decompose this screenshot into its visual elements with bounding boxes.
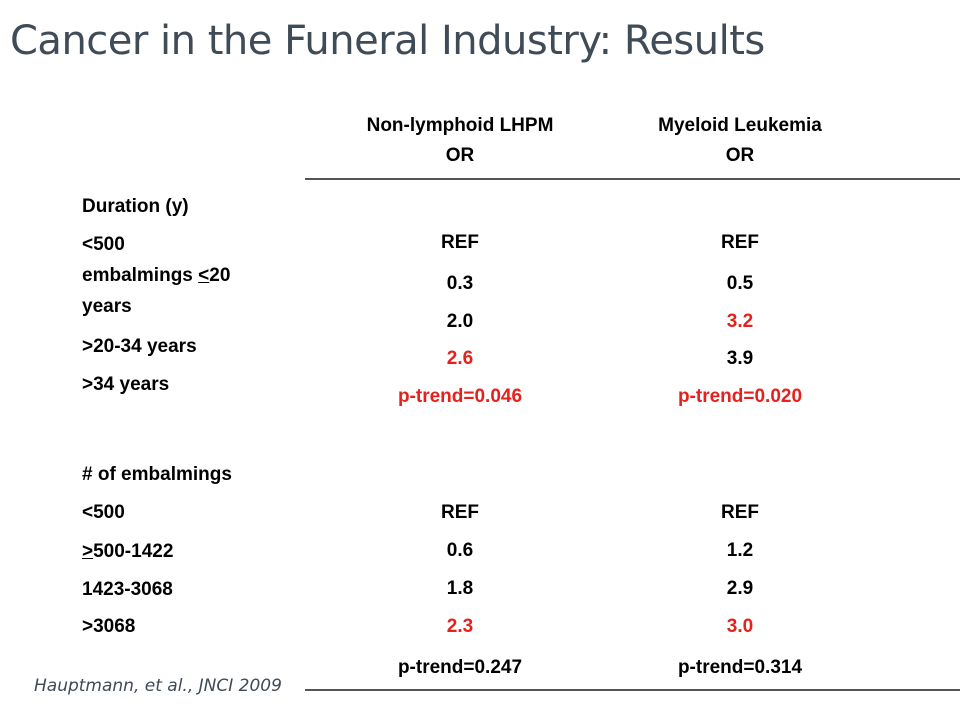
row-label: 1423-3068 <box>82 579 173 600</box>
cell: 2.9 <box>726 578 754 599</box>
bottom-rule <box>305 689 960 691</box>
section-heading: Duration (y) <box>82 196 189 217</box>
cell: REF <box>441 232 479 253</box>
column-header: Non-lymphoid LHPM OR <box>310 111 610 171</box>
column-sub: OR <box>725 145 755 166</box>
row-label: <500 embalmings <20 years <box>82 229 230 322</box>
cell: 1.2 <box>726 540 754 561</box>
slide-title: Cancer in the Funeral Industry: Results <box>10 18 765 64</box>
label-part: < <box>198 265 210 286</box>
cell: REF <box>721 502 759 523</box>
label-part: embalmings <box>82 265 199 286</box>
cell: p-trend=0.247 <box>397 657 523 678</box>
label-part: years <box>82 296 132 317</box>
label-part: > <box>82 541 94 562</box>
cell: REF <box>721 232 759 253</box>
label-part: 500-1422 <box>93 541 174 562</box>
cell: 0.5 <box>726 273 754 294</box>
citation: Hauptmann, et al., JNCI 2009 <box>34 676 282 696</box>
cell: 3.0 <box>726 616 754 637</box>
cell: 3.2 <box>726 311 754 332</box>
cell: REF <box>441 502 479 523</box>
column-sub: OR <box>445 145 475 166</box>
row-label: >20-34 years <box>82 336 197 357</box>
cell: 2.3 <box>446 616 474 637</box>
column-header: Myeloid Leukemia OR <box>590 111 890 171</box>
header-rule <box>305 178 960 180</box>
cell: 0.3 <box>446 273 474 294</box>
cell: 2.0 <box>446 311 474 332</box>
cell: 0.6 <box>446 540 474 561</box>
cell: 1.8 <box>446 578 474 599</box>
label-part: 20 <box>209 265 231 286</box>
label-part: <500 <box>82 234 125 255</box>
row-label: >34 years <box>82 374 170 395</box>
cell: p-trend=0.046 <box>397 386 523 407</box>
cell: 3.9 <box>726 348 754 369</box>
column-name: Non-lymphoid LHPM <box>366 115 554 136</box>
row-label: <500 <box>82 502 125 523</box>
cell: p-trend=0.020 <box>677 386 803 407</box>
section-heading: # of embalmings <box>82 464 232 485</box>
cell: p-trend=0.314 <box>677 657 803 678</box>
column-name: Myeloid Leukemia <box>658 115 822 136</box>
cell: 2.6 <box>446 348 474 369</box>
row-label: >3068 <box>82 616 136 637</box>
row-label: >500-1422 <box>82 536 173 567</box>
